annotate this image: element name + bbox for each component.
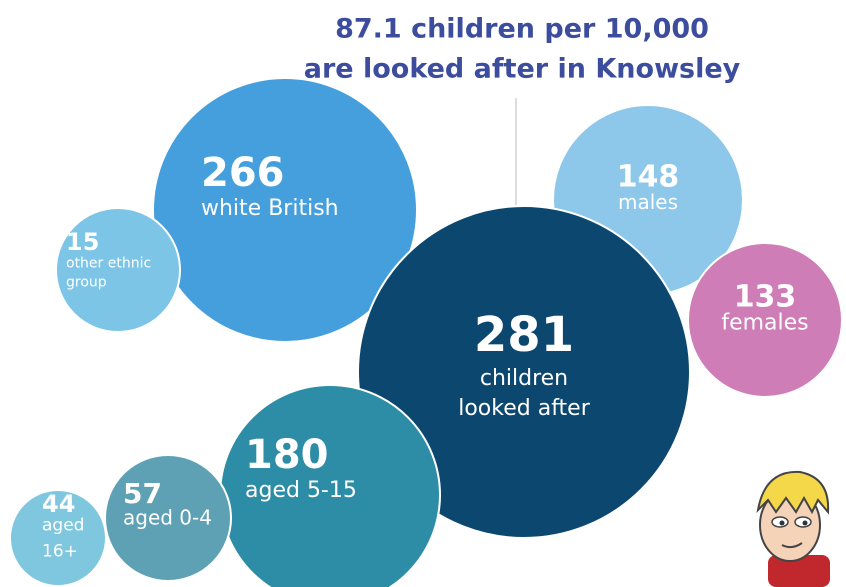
bubble [9,489,107,587]
bubble-label: other ethnic [66,255,151,271]
bubble-label: group [66,274,107,290]
bubble-value: 180 [245,432,329,478]
character [756,470,830,587]
chart-title: 87.1 children per 10,000 [335,14,709,45]
bubble-value: 44 [42,490,75,518]
bubble [104,454,232,582]
bubble-value: 281 [474,307,574,363]
bubble-label: 16+ [42,541,78,561]
bubble-label: children [480,366,568,391]
bubble-label: females [721,311,808,336]
bubble [687,242,843,398]
bubble-label: aged [42,515,84,535]
bubble [55,207,181,333]
bubble-label: looked after [458,396,590,421]
bubble-value: 57 [123,477,162,510]
bubble-value: 15 [66,228,99,256]
bubble-value: 266 [201,150,285,196]
bubble [357,205,691,539]
chart-title: are looked after in Knowsley [304,54,741,85]
bubble [152,77,418,343]
bubble-label: aged 0-4 [123,505,212,529]
bubble-label: white British [201,196,339,221]
bubble-value: 133 [734,280,797,315]
bubble-label: aged 5-15 [245,478,357,503]
bubble-label: males [618,190,678,214]
bubble-value: 148 [617,160,680,195]
